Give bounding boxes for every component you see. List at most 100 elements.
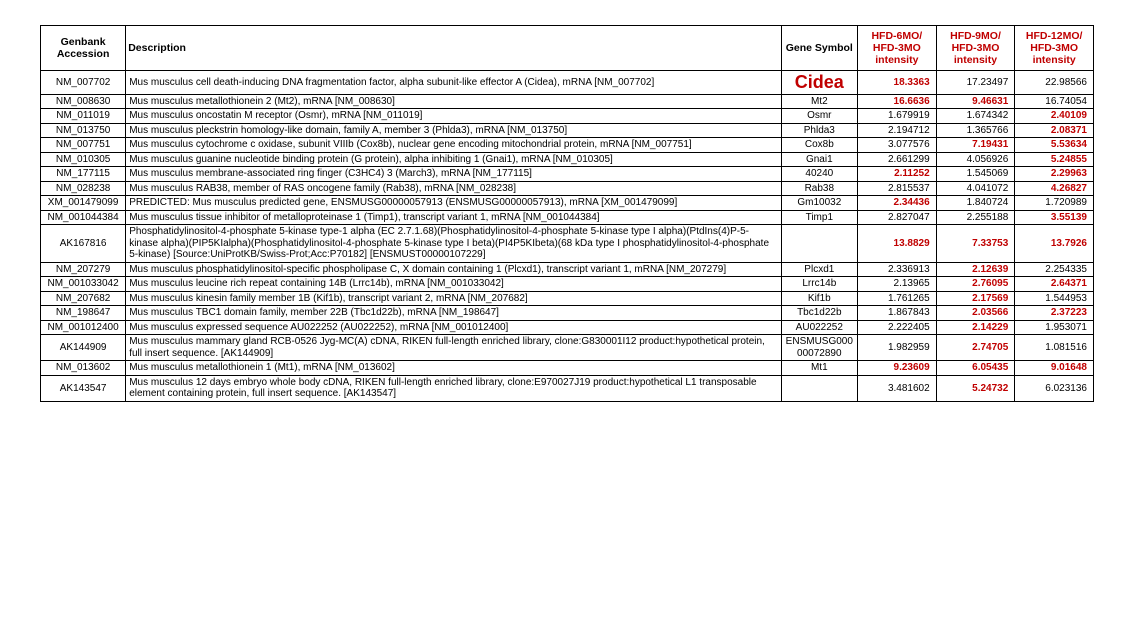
cell-symbol: Rab38	[781, 181, 857, 196]
table-row: NM_001012400Mus musculus expressed seque…	[41, 320, 1094, 335]
table-row: NM_008630Mus musculus metallothionein 2 …	[41, 94, 1094, 109]
cell-symbol: Osmr	[781, 109, 857, 124]
cell-accession: XM_001479099	[41, 196, 126, 211]
col-accession: Genbank Accession	[41, 26, 126, 71]
cell-accession: NM_001033042	[41, 277, 126, 292]
cell-description: Mus musculus leucine rich repeat contain…	[126, 277, 781, 292]
cell-ratio: 2.64371	[1015, 277, 1094, 292]
cell-ratio: 2.74705	[936, 335, 1015, 361]
cell-description: Phosphatidylinositol-4-phosphate 5-kinas…	[126, 225, 781, 263]
cell-accession: NM_198647	[41, 306, 126, 321]
table-row: NM_011019Mus musculus oncostatin M recep…	[41, 109, 1094, 124]
cell-ratio: 9.23609	[858, 361, 937, 376]
cell-ratio: 13.7926	[1015, 225, 1094, 263]
table-row: NM_001033042Mus musculus leucine rich re…	[41, 277, 1094, 292]
cell-ratio: 6.023136	[1015, 375, 1094, 401]
cell-ratio: 2.827047	[858, 210, 937, 225]
cell-accession: NM_207279	[41, 262, 126, 277]
table-row: AK144909Mus musculus mammary gland RCB-0…	[41, 335, 1094, 361]
cell-accession: AK143547	[41, 375, 126, 401]
cell-ratio: 2.13965	[858, 277, 937, 292]
cell-ratio: 1.365766	[936, 123, 1015, 138]
cell-ratio: 2.14229	[936, 320, 1015, 335]
col-ratio-6mo: HFD-6MO/ HFD-3MO intensity	[858, 26, 937, 71]
cell-accession: NM_010305	[41, 152, 126, 167]
cell-ratio: 2.661299	[858, 152, 937, 167]
cell-description: Mus musculus cell death-inducing DNA fra…	[126, 71, 781, 95]
cell-accession: NM_001044384	[41, 210, 126, 225]
cell-accession: NM_001012400	[41, 320, 126, 335]
cell-ratio: 2.76095	[936, 277, 1015, 292]
cell-ratio: 3.077576	[858, 138, 937, 153]
cell-description: Mus musculus cytochrome c oxidase, subun…	[126, 138, 781, 153]
cell-ratio: 4.041072	[936, 181, 1015, 196]
table-row: NM_007751Mus musculus cytochrome c oxida…	[41, 138, 1094, 153]
cell-ratio: 1.720989	[1015, 196, 1094, 211]
table-row: XM_001479099PREDICTED: Mus musculus pred…	[41, 196, 1094, 211]
cell-ratio: 2.12639	[936, 262, 1015, 277]
cell-ratio: 2.03566	[936, 306, 1015, 321]
cell-ratio: 2.40109	[1015, 109, 1094, 124]
table-row: AK143547Mus musculus 12 days embryo whol…	[41, 375, 1094, 401]
cell-ratio: 17.23497	[936, 71, 1015, 95]
cell-ratio: 1.761265	[858, 291, 937, 306]
cell-ratio: 4.26827	[1015, 181, 1094, 196]
col-symbol: Gene Symbol	[781, 26, 857, 71]
table-row: NM_177115Mus musculus membrane-associate…	[41, 167, 1094, 182]
cell-ratio: 2.08371	[1015, 123, 1094, 138]
cell-symbol: Gm10032	[781, 196, 857, 211]
cell-ratio: 5.53634	[1015, 138, 1094, 153]
table-row: NM_001044384Mus musculus tissue inhibito…	[41, 210, 1094, 225]
cell-ratio: 13.8829	[858, 225, 937, 263]
cell-description: Mus musculus pleckstrin homology-like do…	[126, 123, 781, 138]
cell-ratio: 9.46631	[936, 94, 1015, 109]
cell-ratio: 18.3363	[858, 71, 937, 95]
cell-description: Mus musculus mammary gland RCB-0526 Jyg-…	[126, 335, 781, 361]
cell-description: Mus musculus 12 days embryo whole body c…	[126, 375, 781, 401]
cell-ratio: 2.34436	[858, 196, 937, 211]
cell-symbol: Plcxd1	[781, 262, 857, 277]
cell-symbol: Mt2	[781, 94, 857, 109]
cell-symbol: ENSMUSG00000072890	[781, 335, 857, 361]
cell-description: PREDICTED: Mus musculus predicted gene, …	[126, 196, 781, 211]
cell-ratio: 1.840724	[936, 196, 1015, 211]
cell-symbol: 40240	[781, 167, 857, 182]
cell-ratio: 16.74054	[1015, 94, 1094, 109]
cell-description: Mus musculus expressed sequence AU022252…	[126, 320, 781, 335]
cell-description: Mus musculus metallothionein 1 (Mt1), mR…	[126, 361, 781, 376]
cell-description: Mus musculus guanine nucleotide binding …	[126, 152, 781, 167]
cell-ratio: 4.056926	[936, 152, 1015, 167]
cell-ratio: 2.11252	[858, 167, 937, 182]
cell-symbol: Cidea	[781, 71, 857, 95]
cell-ratio: 2.255188	[936, 210, 1015, 225]
table-row: NM_010305Mus musculus guanine nucleotide…	[41, 152, 1094, 167]
cell-ratio: 6.05435	[936, 361, 1015, 376]
cell-accession: NM_013750	[41, 123, 126, 138]
cell-ratio: 5.24732	[936, 375, 1015, 401]
cell-symbol: AU022252	[781, 320, 857, 335]
table-row: NM_028238Mus musculus RAB38, member of R…	[41, 181, 1094, 196]
cell-symbol: Tbc1d22b	[781, 306, 857, 321]
cell-symbol: Mt1	[781, 361, 857, 376]
cell-description: Mus musculus membrane-associated ring fi…	[126, 167, 781, 182]
cell-ratio: 1.982959	[858, 335, 937, 361]
cell-symbol: Cox8b	[781, 138, 857, 153]
cell-symbol	[781, 375, 857, 401]
cell-accession: NM_008630	[41, 94, 126, 109]
table-row: NM_013602Mus musculus metallothionein 1 …	[41, 361, 1094, 376]
cell-ratio: 16.6636	[858, 94, 937, 109]
cell-ratio: 7.33753	[936, 225, 1015, 263]
cell-symbol: Gnai1	[781, 152, 857, 167]
cell-description: Mus musculus phosphatidylinositol-specif…	[126, 262, 781, 277]
cell-description: Mus musculus TBC1 domain family, member …	[126, 306, 781, 321]
cell-ratio: 2.336913	[858, 262, 937, 277]
table-row: NM_207279Mus musculus phosphatidylinosit…	[41, 262, 1094, 277]
cell-ratio: 1.867843	[858, 306, 937, 321]
cell-symbol: Phlda3	[781, 123, 857, 138]
cell-accession: NM_028238	[41, 181, 126, 196]
col-ratio-9mo: HFD-9MO/ HFD-3MO intensity	[936, 26, 1015, 71]
gene-expression-table: Genbank Accession Description Gene Symbo…	[40, 25, 1094, 402]
cell-accession: AK167816	[41, 225, 126, 263]
cell-ratio: 2.254335	[1015, 262, 1094, 277]
cell-description: Mus musculus oncostatin M receptor (Osmr…	[126, 109, 781, 124]
